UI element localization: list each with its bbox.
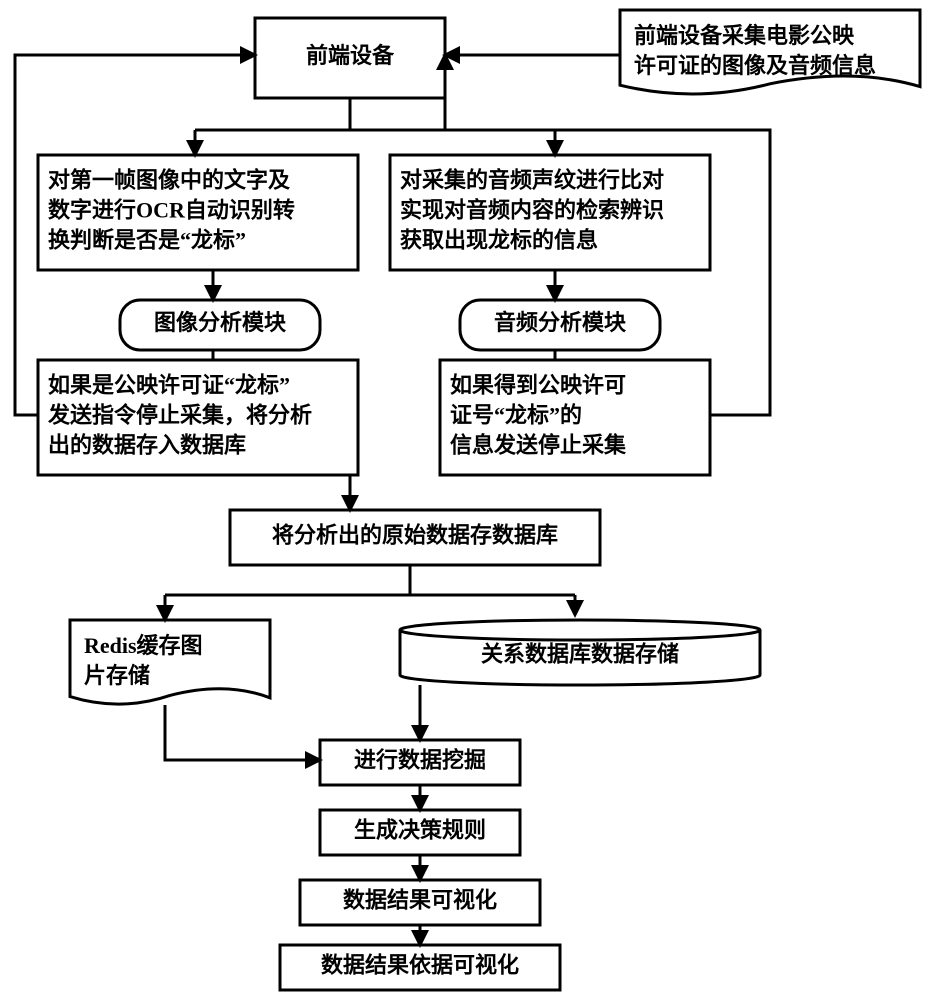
svg-text:实现对音频内容的检索辨识: 实现对音频内容的检索辨识 (400, 198, 664, 223)
svg-text:Redis缓存图: Redis缓存图 (84, 633, 203, 658)
svg-text:图像分析模块: 图像分析模块 (154, 310, 287, 335)
svg-text:数据结果依据可视化: 数据结果依据可视化 (321, 953, 519, 978)
svg-text:证号“龙标”的: 证号“龙标”的 (450, 403, 582, 428)
svg-text:进行数据挖掘: 进行数据挖掘 (354, 748, 486, 773)
svg-text:获取出现龙标的信息: 获取出现龙标的信息 (400, 228, 598, 253)
redis-to-mine (165, 705, 320, 760)
svg-text:如果是公映许可证“龙标”: 如果是公映许可证“龙标” (48, 373, 290, 398)
svg-text:前端设备采集电影公映: 前端设备采集电影公映 (634, 23, 855, 48)
svg-text:片存储: 片存储 (84, 663, 150, 688)
svg-text:换判断是否是“龙标”: 换判断是否是“龙标” (48, 228, 246, 253)
svg-text:前端设备: 前端设备 (306, 43, 395, 68)
svg-text:发送指令停止采集，将分析: 发送指令停止采集，将分析 (47, 403, 312, 428)
svg-text:数字进行OCR自动识别转: 数字进行OCR自动识别转 (48, 198, 295, 223)
svg-text:数据结果可视化: 数据结果可视化 (343, 888, 497, 913)
svg-text:出的数据存入数据库: 出的数据存入数据库 (48, 433, 246, 458)
svg-text:对采集的音频声纹进行比对: 对采集的音频声纹进行比对 (400, 168, 664, 193)
svg-text:如果得到公映许可: 如果得到公映许可 (450, 373, 626, 398)
svg-text:生成决策规则: 生成决策规则 (354, 818, 486, 843)
svg-text:信息发送停止采集: 信息发送停止采集 (450, 433, 627, 458)
svg-text:音频分析模块: 音频分析模块 (494, 310, 627, 335)
svg-text:对第一帧图像中的文字及: 对第一帧图像中的文字及 (48, 168, 291, 193)
svg-text:许可证的图像及音频信息: 许可证的图像及音频信息 (634, 53, 876, 78)
svg-text:关系数据库数据存储: 关系数据库数据存储 (481, 642, 679, 667)
svg-text:将分析出的原始数据存数据库: 将分析出的原始数据存数据库 (272, 523, 558, 548)
